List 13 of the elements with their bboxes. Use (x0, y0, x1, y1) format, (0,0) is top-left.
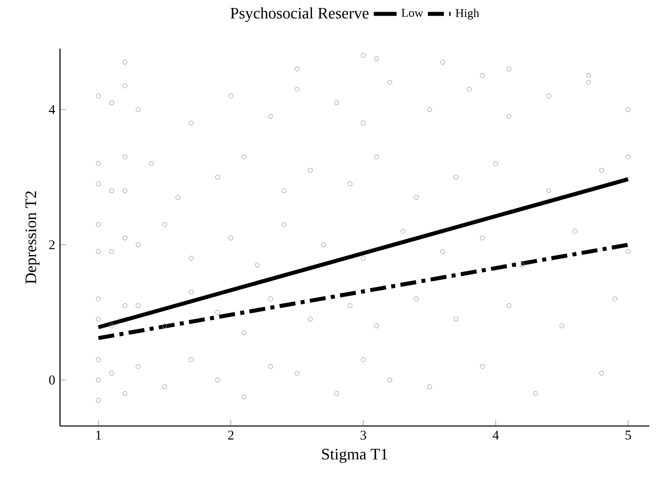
x-tick-label: 2 (228, 430, 234, 440)
x-tick-label: 3 (360, 430, 366, 440)
x-tick-label: 5 (626, 430, 631, 440)
y-tick-label: 2 (49, 240, 55, 250)
x-tick-label: 1 (96, 430, 101, 440)
x-tick-label: 4 (492, 430, 499, 440)
legend-label: High (456, 8, 480, 20)
x-axis-title: Stigma T1 (322, 448, 388, 463)
legend-label: Low (402, 8, 424, 17)
legend-title: Psychosocial Reserve (230, 7, 369, 22)
y-axis-title: Depression T2 (25, 191, 40, 284)
y-tick-label: 4 (48, 105, 56, 114)
y-tick-label: 0 (49, 376, 55, 384)
